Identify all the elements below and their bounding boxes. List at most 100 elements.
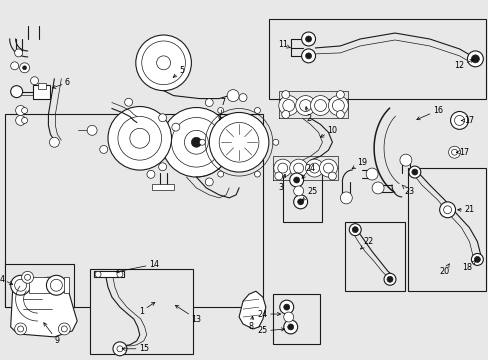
Circle shape bbox=[11, 86, 22, 98]
Circle shape bbox=[171, 123, 180, 131]
Circle shape bbox=[399, 154, 411, 166]
Bar bbox=[137, 126, 201, 158]
Text: 12: 12 bbox=[453, 59, 472, 70]
Circle shape bbox=[443, 206, 450, 214]
Text: 25: 25 bbox=[257, 327, 284, 336]
Text: 25: 25 bbox=[302, 188, 317, 201]
Bar bbox=[94, 271, 123, 277]
Circle shape bbox=[274, 172, 282, 180]
Text: 15: 15 bbox=[122, 344, 148, 353]
Circle shape bbox=[11, 275, 30, 295]
Text: 7: 7 bbox=[218, 98, 225, 120]
Bar bbox=[28, 277, 50, 293]
Bar bbox=[64, 277, 69, 293]
Circle shape bbox=[15, 49, 22, 57]
Circle shape bbox=[295, 96, 315, 116]
Circle shape bbox=[61, 326, 67, 332]
Text: 21: 21 bbox=[457, 205, 473, 214]
Circle shape bbox=[16, 116, 25, 125]
Circle shape bbox=[234, 138, 242, 146]
Circle shape bbox=[217, 108, 223, 113]
Text: 24: 24 bbox=[302, 163, 315, 178]
Bar bbox=[5, 264, 74, 307]
Circle shape bbox=[450, 149, 457, 155]
Circle shape bbox=[366, 168, 377, 180]
Circle shape bbox=[130, 129, 149, 148]
Circle shape bbox=[305, 53, 311, 59]
Circle shape bbox=[58, 323, 70, 335]
Circle shape bbox=[340, 192, 351, 204]
Circle shape bbox=[289, 173, 303, 187]
Circle shape bbox=[282, 100, 294, 112]
Circle shape bbox=[287, 324, 293, 330]
Circle shape bbox=[328, 96, 347, 116]
Polygon shape bbox=[11, 277, 77, 337]
Circle shape bbox=[254, 108, 260, 113]
Circle shape bbox=[239, 94, 246, 102]
Bar bbox=[39, 83, 46, 89]
Circle shape bbox=[158, 114, 166, 122]
Bar bbox=[151, 184, 173, 190]
Bar bbox=[268, 19, 486, 99]
Bar bbox=[345, 222, 404, 291]
Polygon shape bbox=[239, 291, 265, 329]
Circle shape bbox=[314, 100, 326, 112]
Circle shape bbox=[319, 159, 337, 177]
Circle shape bbox=[118, 116, 162, 160]
Text: 18: 18 bbox=[462, 261, 475, 272]
Text: 20: 20 bbox=[439, 264, 449, 276]
Text: 19: 19 bbox=[351, 158, 366, 169]
Text: 14: 14 bbox=[116, 260, 158, 273]
Bar bbox=[272, 294, 320, 344]
Circle shape bbox=[273, 159, 291, 177]
Bar bbox=[90, 269, 193, 354]
Circle shape bbox=[371, 182, 383, 194]
Circle shape bbox=[199, 139, 205, 145]
Circle shape bbox=[281, 91, 289, 99]
Circle shape bbox=[283, 304, 289, 310]
Circle shape bbox=[136, 35, 191, 91]
Text: 24: 24 bbox=[257, 310, 280, 319]
Circle shape bbox=[447, 146, 460, 158]
Text: 4: 4 bbox=[0, 275, 13, 284]
Bar bbox=[5, 114, 263, 307]
Circle shape bbox=[117, 346, 122, 352]
Circle shape bbox=[328, 172, 336, 180]
Circle shape bbox=[332, 100, 344, 112]
Text: 13: 13 bbox=[175, 305, 201, 324]
Circle shape bbox=[50, 279, 62, 291]
Circle shape bbox=[46, 275, 66, 295]
Text: 3: 3 bbox=[278, 174, 285, 193]
Text: 23: 23 bbox=[401, 185, 414, 197]
Circle shape bbox=[336, 111, 344, 118]
Circle shape bbox=[310, 96, 330, 116]
Bar bbox=[282, 168, 322, 222]
Circle shape bbox=[227, 90, 239, 102]
Circle shape bbox=[297, 199, 303, 205]
Text: 5: 5 bbox=[173, 66, 183, 77]
Circle shape bbox=[348, 224, 361, 235]
Circle shape bbox=[30, 77, 39, 85]
Circle shape bbox=[217, 171, 223, 177]
Circle shape bbox=[281, 111, 289, 118]
Circle shape bbox=[305, 159, 323, 177]
Circle shape bbox=[22, 66, 26, 70]
Circle shape bbox=[11, 62, 19, 70]
Circle shape bbox=[470, 253, 482, 265]
Circle shape bbox=[205, 178, 213, 186]
Circle shape bbox=[301, 32, 315, 46]
Circle shape bbox=[21, 117, 27, 123]
Circle shape bbox=[142, 41, 185, 85]
Circle shape bbox=[20, 63, 29, 73]
Circle shape bbox=[299, 100, 311, 112]
Circle shape bbox=[293, 163, 303, 173]
Text: 17: 17 bbox=[461, 116, 473, 125]
Circle shape bbox=[473, 256, 479, 262]
Circle shape bbox=[293, 177, 299, 183]
Circle shape bbox=[95, 271, 101, 277]
Circle shape bbox=[15, 323, 26, 335]
Circle shape bbox=[454, 116, 464, 125]
Circle shape bbox=[411, 169, 417, 175]
Text: 9: 9 bbox=[43, 323, 60, 345]
Circle shape bbox=[87, 125, 97, 135]
